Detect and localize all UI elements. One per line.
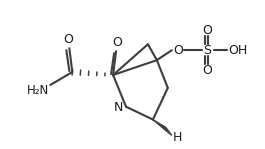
Text: O: O bbox=[203, 63, 213, 77]
Text: O: O bbox=[112, 36, 122, 49]
Text: O: O bbox=[173, 44, 183, 57]
Text: H₂N: H₂N bbox=[27, 84, 50, 97]
Text: H: H bbox=[173, 131, 182, 144]
Text: N: N bbox=[113, 101, 123, 114]
Text: S: S bbox=[204, 44, 212, 57]
Text: O: O bbox=[63, 33, 73, 46]
Text: OH: OH bbox=[228, 44, 247, 57]
Text: O: O bbox=[203, 24, 213, 37]
Polygon shape bbox=[153, 120, 172, 135]
